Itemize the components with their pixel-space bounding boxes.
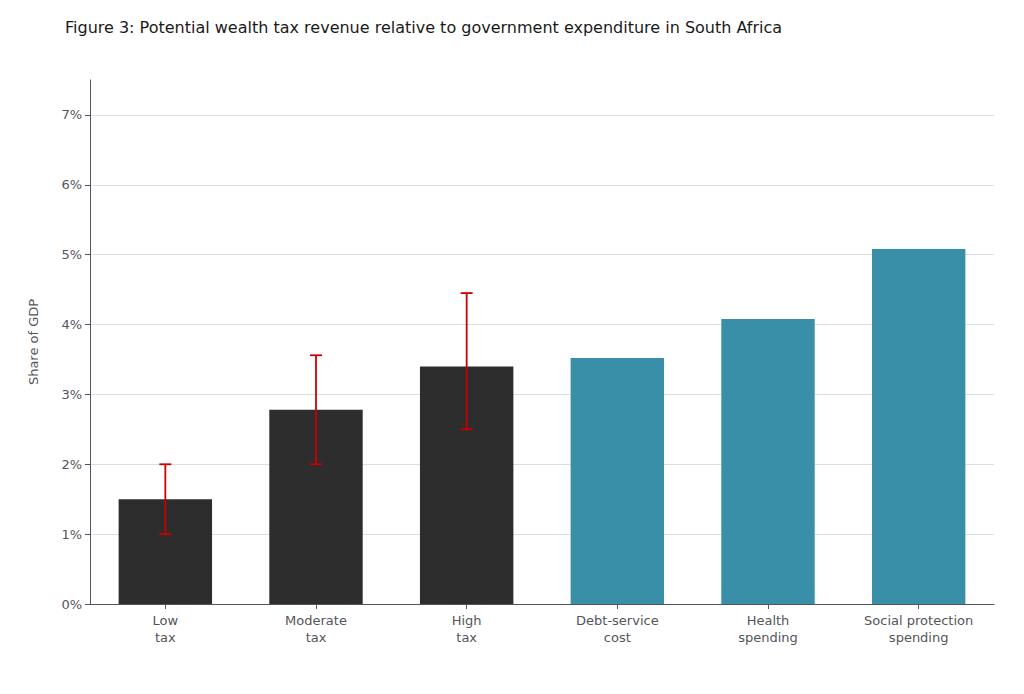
svg-text:Social protection: Social protection	[864, 613, 973, 628]
svg-text:spending: spending	[738, 630, 798, 645]
svg-text:5%: 5%	[61, 247, 82, 262]
svg-text:Low: Low	[153, 613, 179, 628]
svg-text:3%: 3%	[61, 387, 82, 402]
svg-text:tax: tax	[306, 630, 327, 645]
svg-text:Figure 3: Potential wealth tax: Figure 3: Potential wealth tax revenue r…	[65, 18, 782, 37]
svg-text:4%: 4%	[61, 317, 82, 332]
svg-text:Debt-service: Debt-service	[576, 613, 659, 628]
svg-text:tax: tax	[155, 630, 176, 645]
svg-text:0%: 0%	[61, 597, 82, 612]
svg-text:spending: spending	[889, 630, 949, 645]
svg-text:cost: cost	[604, 630, 631, 645]
svg-text:2%: 2%	[61, 457, 82, 472]
svg-text:6%: 6%	[61, 177, 82, 192]
svg-text:tax: tax	[456, 630, 477, 645]
svg-text:High: High	[452, 613, 482, 628]
svg-text:1%: 1%	[61, 527, 82, 542]
svg-text:7%: 7%	[61, 107, 82, 122]
svg-text:Share of GDP: Share of GDP	[26, 299, 41, 385]
svg-text:Moderate: Moderate	[285, 613, 347, 628]
svg-text:Health: Health	[747, 613, 790, 628]
